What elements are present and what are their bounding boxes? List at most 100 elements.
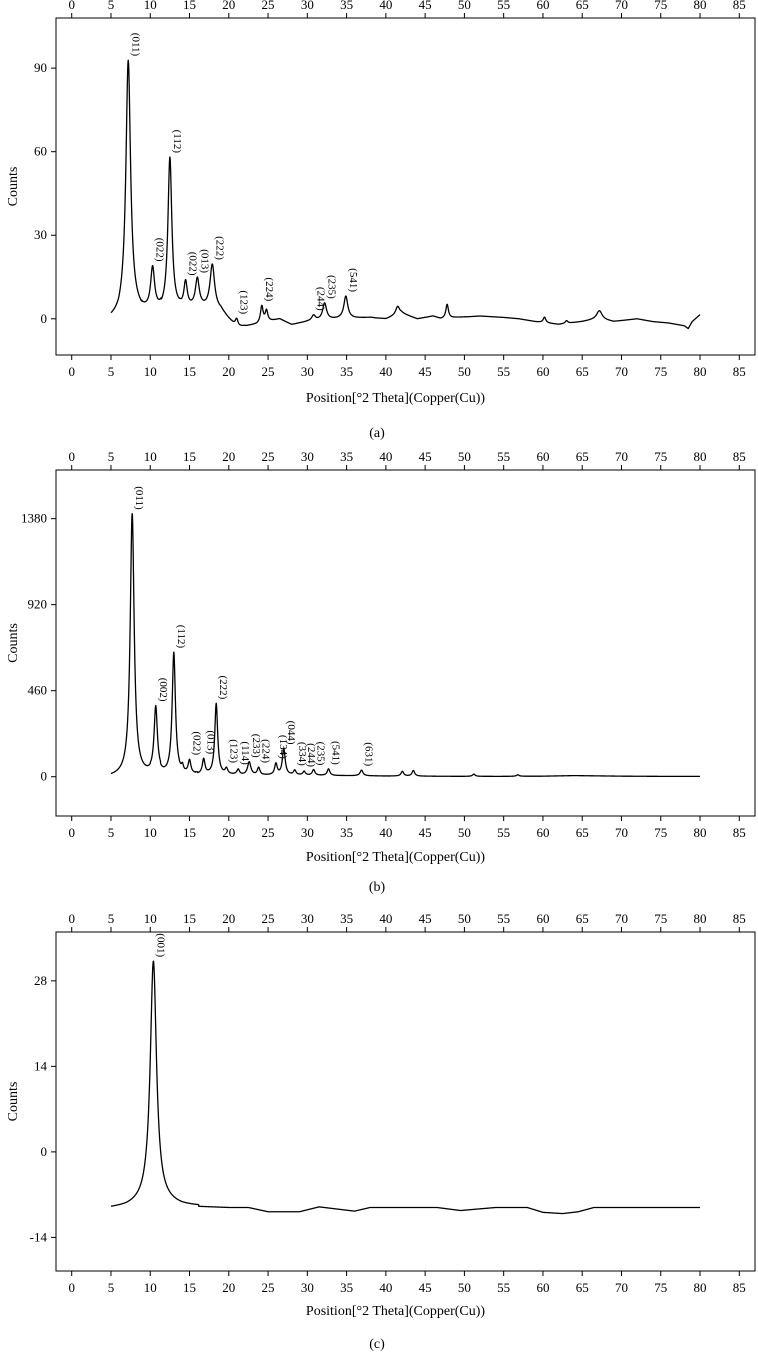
panel-label: (a) (369, 426, 385, 441)
x-tick-label-top: 20 (222, 449, 235, 464)
x-tick-label-top: 25 (262, 911, 275, 926)
peak-label: (112) (175, 625, 187, 649)
x-tick-label-top: 70 (615, 449, 628, 464)
x-tick-label-top: 40 (379, 449, 392, 464)
x-tick-label-top: 15 (183, 911, 196, 926)
peak-label: (631) (363, 742, 375, 766)
x-tick-label-bottom: 15 (183, 364, 196, 379)
xrd-pattern-line (110, 513, 701, 777)
peak-label: (235) (315, 742, 327, 766)
x-tick-label-bottom: 20 (222, 825, 235, 840)
x-tick-label-top: 60 (536, 449, 549, 464)
y-tick-label: 60 (34, 144, 47, 159)
peak-label: (541) (347, 268, 359, 292)
panel-label: (b) (369, 880, 386, 895)
plot-frame (55, 17, 756, 356)
x-tick-label-top: 65 (576, 911, 589, 926)
chart-panel-b: 0055101015152020252530303535404045455050… (6, 449, 756, 895)
x-tick-label-bottom: 45 (419, 1280, 432, 1295)
y-tick-label: 30 (34, 227, 47, 242)
x-tick-label-bottom: 5 (108, 364, 115, 379)
x-tick-label-top: 15 (183, 449, 196, 464)
chart-panel-a: 0055101015152020252530303535404045455050… (6, 0, 756, 441)
x-tick-label-top: 30 (301, 449, 314, 464)
peak-label: (244) (315, 287, 327, 311)
x-tick-label-bottom: 65 (576, 364, 589, 379)
x-tick-label-bottom: 55 (497, 1280, 510, 1295)
x-tick-label-top: 70 (615, 911, 628, 926)
x-tick-label-bottom: 10 (144, 825, 157, 840)
y-tick-label: 28 (34, 973, 47, 988)
x-tick-label-bottom: 70 (615, 364, 628, 379)
x-tick-label-bottom: 50 (458, 825, 471, 840)
peak-label: (134) (277, 735, 289, 759)
peak-label: (222) (213, 236, 225, 260)
x-tick-label-top: 75 (654, 449, 667, 464)
plot-frame (55, 931, 756, 1272)
y-tick-label: 920 (28, 597, 48, 612)
peak-label: (334) (296, 742, 308, 766)
x-tick-label-bottom: 85 (733, 1280, 746, 1295)
x-tick-label-top: 30 (301, 911, 314, 926)
x-tick-label-bottom: 75 (654, 364, 667, 379)
peak-label: (022) (187, 252, 199, 276)
x-tick-label-top: 45 (419, 0, 432, 12)
peak-label: (244) (305, 743, 317, 767)
x-tick-label-bottom: 30 (301, 364, 314, 379)
x-tick-label-top: 50 (458, 449, 471, 464)
peak-label: (123) (238, 290, 250, 314)
x-tick-label-bottom: 75 (654, 1280, 667, 1295)
x-tick-label-bottom: 55 (497, 825, 510, 840)
x-tick-label-bottom: 40 (379, 825, 392, 840)
x-tick-label-bottom: 50 (458, 364, 471, 379)
y-axis-title: Counts (6, 1082, 21, 1122)
x-tick-label-bottom: 55 (497, 364, 510, 379)
x-tick-label-top: 80 (694, 911, 707, 926)
peak-label: (022) (191, 731, 203, 755)
y-tick-label: 0 (41, 311, 48, 326)
x-tick-label-bottom: 45 (419, 825, 432, 840)
x-tick-label-bottom: 5 (108, 825, 115, 840)
x-tick-label-top: 35 (340, 911, 353, 926)
x-tick-label-bottom: 50 (458, 1280, 471, 1295)
x-tick-label-bottom: 20 (222, 1280, 235, 1295)
x-tick-label-top: 25 (262, 449, 275, 464)
x-tick-label-bottom: 35 (340, 825, 353, 840)
x-tick-label-bottom: 25 (262, 364, 275, 379)
x-axis-title: Position[°2 Theta](Copper(Cu)) (306, 850, 485, 865)
x-tick-label-bottom: 25 (262, 825, 275, 840)
x-tick-label-bottom: 60 (536, 825, 549, 840)
x-tick-label-bottom: 45 (419, 364, 432, 379)
peak-label: (013) (205, 730, 217, 754)
x-tick-label-top: 35 (340, 449, 353, 464)
x-tick-label-top: 0 (68, 911, 75, 926)
x-tick-label-top: 50 (458, 911, 471, 926)
x-tick-label-bottom: 70 (615, 825, 628, 840)
x-tick-label-top: 85 (733, 449, 746, 464)
peak-label: (235) (326, 275, 338, 299)
x-tick-label-bottom: 80 (694, 825, 707, 840)
peak-label: (002) (157, 678, 169, 702)
y-tick-label: 0 (41, 769, 48, 784)
x-tick-label-top: 40 (379, 0, 392, 12)
y-tick-label: 90 (34, 60, 47, 75)
xrd-pattern-line (110, 960, 701, 1215)
y-axis-title: Counts (6, 623, 21, 663)
x-tick-label-top: 15 (183, 0, 196, 12)
peak-label: (114) (239, 741, 251, 765)
y-tick-label: 0 (41, 1144, 48, 1159)
x-tick-label-bottom: 60 (536, 364, 549, 379)
x-tick-label-top: 45 (419, 449, 432, 464)
x-tick-label-top: 45 (419, 911, 432, 926)
x-tick-label-top: 25 (262, 0, 275, 12)
x-axis-title: Position[°2 Theta](Copper(Cu)) (306, 1304, 485, 1319)
x-tick-label-bottom: 75 (654, 825, 667, 840)
x-tick-label-bottom: 65 (576, 825, 589, 840)
peak-label: (013) (198, 249, 210, 273)
x-tick-label-top: 70 (615, 0, 628, 12)
x-tick-label-top: 10 (144, 449, 157, 464)
x-tick-label-bottom: 20 (222, 364, 235, 379)
x-tick-label-top: 35 (340, 0, 353, 12)
peak-label: (222) (217, 675, 229, 699)
peak-label: (022) (154, 238, 166, 262)
